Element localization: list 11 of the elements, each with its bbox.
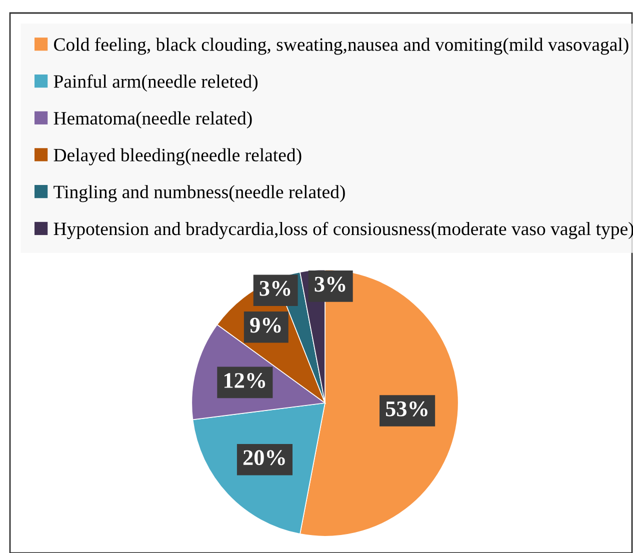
data-label: 3% bbox=[314, 276, 346, 292]
legend-label: Cold feeling, black clouding, sweating,nausea and vomiting(mild vasovagal) bbox=[54, 38, 628, 55]
data-label: 3% bbox=[260, 280, 290, 296]
legend-label: Delayed bleeding(needle related) bbox=[54, 148, 302, 166]
data-label: 9% bbox=[250, 318, 281, 333]
legend-label: Tingling and numbness(needle related) bbox=[54, 185, 345, 202]
legend-label: Painful arm(needle releted) bbox=[54, 74, 258, 92]
data-label: 20% bbox=[243, 450, 285, 466]
data-label: 53% bbox=[386, 401, 428, 416]
data-label: 12% bbox=[224, 373, 266, 388]
legend-label: Hematoma(needle related) bbox=[54, 111, 252, 128]
